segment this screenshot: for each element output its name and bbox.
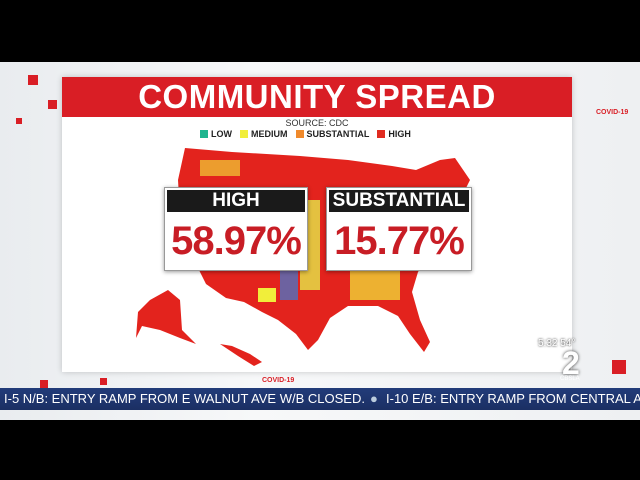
ticker-item: I-10 E/B: ENTRY RAMP FROM CENTRAL AVE [386, 391, 640, 406]
legend-item: LOW [200, 129, 232, 139]
decoration [16, 75, 626, 388]
ticker-separator: ● [370, 391, 378, 406]
legend-item: SUBSTANTIAL [295, 129, 370, 139]
map-region [280, 270, 298, 300]
channel-logo: 2 [562, 345, 580, 381]
news-ticker: I-5 N/B: ENTRY RAMP FROM E WALNUT AVE W/… [0, 388, 640, 410]
stat-card: HIGH 58.97% [164, 187, 308, 271]
time: 5:32 [538, 338, 558, 349]
clock: 5:32 54° [538, 338, 575, 349]
map-region [200, 160, 240, 176]
graphic-title: COMMUNITY SPREAD [62, 77, 572, 117]
call-sign: CBSLA [560, 376, 580, 382]
legend-label: MEDIUM [251, 129, 288, 139]
stat-value: 15.77% [334, 219, 465, 263]
stat-value: 58.97% [171, 219, 302, 263]
legend-label: LOW [211, 129, 232, 139]
map-region [350, 270, 400, 300]
source: SOURCE: CDC [285, 118, 349, 128]
legend-item: MEDIUM [240, 129, 288, 139]
alaska [136, 290, 196, 344]
legend-label: HIGH [388, 129, 411, 139]
legend: LOW MEDIUM SUBSTANTIAL HIGH [200, 129, 411, 139]
legend-item: HIGH [377, 129, 411, 139]
topic-tag: COVID-19 [262, 377, 295, 384]
map-region [258, 288, 276, 302]
stat-card: SUBSTANTIAL 15.77% [326, 187, 472, 271]
hawaii [220, 344, 262, 366]
topic-tag: COVID-19 [596, 109, 629, 116]
stat-label: HIGH [167, 190, 305, 212]
stat-label: SUBSTANTIAL [329, 190, 469, 212]
legend-label: SUBSTANTIAL [306, 129, 370, 139]
ticker-item: I-5 N/B: ENTRY RAMP FROM E WALNUT AVE W/… [4, 391, 365, 406]
temperature: 54° [560, 338, 576, 349]
